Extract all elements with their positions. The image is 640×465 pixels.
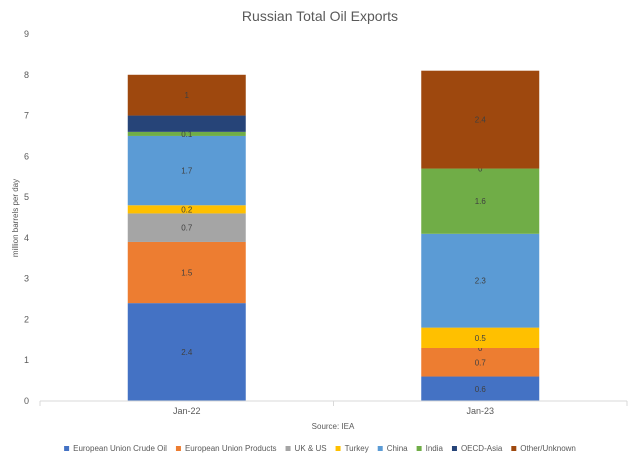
legend-swatch	[335, 446, 341, 451]
y-tick-label: 2	[24, 314, 29, 324]
legend-label: European Union Crude Oil	[73, 444, 167, 453]
legend-label: UK & US	[295, 444, 327, 453]
data-label: 1.5	[181, 269, 193, 278]
data-label: 0	[478, 165, 483, 174]
data-label: 1	[185, 91, 190, 100]
bar-segment	[127, 74, 246, 116]
data-label: 2.4	[475, 116, 487, 125]
legend-swatch	[511, 446, 517, 451]
legend-swatch	[377, 446, 383, 451]
bar-segment	[421, 233, 540, 328]
bar-segment	[127, 135, 246, 206]
legend-swatch	[416, 446, 422, 451]
y-tick-label: 9	[24, 29, 29, 39]
y-tick-label: 6	[24, 151, 29, 161]
y-axis: 0 1 2 3 4 5 6 7 8 9	[24, 29, 29, 406]
bar-segment	[127, 205, 246, 214]
legend-label: Other/Unknown	[520, 444, 576, 453]
y-tick-label: 5	[24, 192, 29, 202]
bar-segment	[421, 347, 540, 377]
legend-label: Turkey	[345, 444, 369, 453]
bar-segment	[127, 131, 246, 136]
y-axis-label: million barrels per day	[11, 179, 20, 257]
bar-segment	[127, 303, 246, 401]
legend-swatch	[175, 446, 181, 451]
data-label: 0.5	[475, 334, 487, 343]
legend-swatch	[285, 446, 291, 451]
chart-title: Russian Total Oil Exports	[242, 8, 398, 24]
data-label: 2.4	[181, 348, 193, 357]
bar-segment	[127, 213, 246, 242]
legend-label: OECD-Asia	[461, 444, 503, 453]
data-label: 1.6	[475, 197, 487, 206]
x-tick-label: Jan-23	[466, 406, 494, 416]
legend: European Union Crude Oil European Union P…	[64, 444, 576, 453]
x-axis: Jan-22 Jan-23	[39, 400, 628, 416]
data-label: 0.2	[181, 205, 193, 214]
x-tick-label: Jan-22	[173, 406, 201, 416]
y-tick-label: 8	[24, 70, 29, 80]
bar-segment	[421, 327, 540, 348]
bar-segment	[421, 168, 540, 234]
x-axis-label: Source: IEA	[312, 422, 355, 431]
bar-segment	[127, 241, 246, 304]
data-label: 2.3	[475, 277, 487, 286]
bar-segment	[421, 376, 540, 401]
y-tick-label: 0	[24, 396, 29, 406]
legend-swatch	[64, 446, 70, 451]
data-label: 0.1	[181, 130, 193, 139]
legend-swatch	[451, 446, 457, 451]
legend-label: China	[387, 444, 408, 453]
data-label: 0.7	[475, 358, 487, 367]
data-label: 0.6	[475, 385, 487, 394]
bar-segment	[421, 70, 540, 169]
legend-label: European Union Products	[185, 444, 277, 453]
y-tick-label: 1	[24, 355, 29, 365]
legend-label: India	[426, 444, 444, 453]
y-tick-label: 4	[24, 233, 29, 243]
y-tick-label: 7	[24, 111, 29, 121]
y-tick-label: 3	[24, 274, 29, 284]
data-label: 0.7	[181, 224, 193, 233]
bars-group: 2.41.50.70.21.70.110.60.700.52.31.602.4	[127, 70, 540, 401]
data-label: 1.7	[181, 167, 193, 176]
bar-segment	[127, 115, 246, 132]
data-label: 0	[478, 344, 483, 353]
